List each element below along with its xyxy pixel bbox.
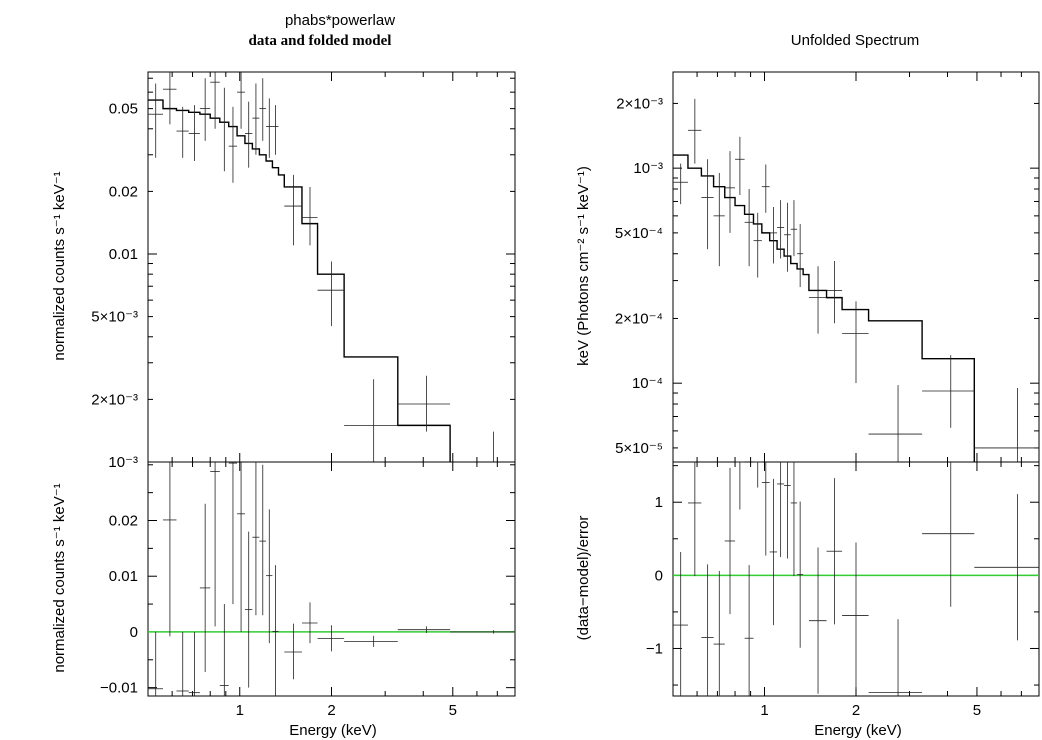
left-top-ytick-label: 0.01: [109, 246, 138, 263]
right-bottom-xtick-label: 5: [973, 702, 981, 719]
left-bottom-xtick-label: 1: [236, 702, 244, 719]
right-title: Unfolded Spectrum: [791, 32, 919, 49]
right-bottom-ytick-label: 0: [655, 567, 663, 584]
left-top-ytick-label: 0.05: [109, 101, 138, 118]
left-top-ylabel: normalized counts s⁻¹ keV⁻¹: [51, 171, 68, 360]
right-top-ytick-label: 10⁻⁴: [632, 375, 663, 392]
left-bottom-ytick-label: 0.01: [109, 568, 138, 585]
right-xlabel: Energy (keV): [814, 722, 902, 739]
left-bottom-xtick-label: 2: [327, 702, 335, 719]
left-bottom-ylabel: normalized counts s⁻¹ keV⁻¹: [51, 483, 68, 672]
right-top-ytick-label: 5×10⁻⁴: [615, 225, 663, 242]
left-bottom-ytick-label: 0.02: [109, 513, 138, 530]
left-top-panel: 0.05 0.02 0.01 5×10⁻³ 2×10⁻³ 10⁻³: [91, 71, 516, 471]
right-top-ytick-label: 2×10⁻³: [616, 95, 663, 112]
left-xlabel: Energy (keV): [289, 722, 377, 739]
left-top-model-line: [148, 99, 451, 462]
right-bottom-xtick-label: 2: [852, 702, 860, 719]
left-title-subtitle: data and folded model: [249, 33, 392, 49]
right-top-panel: 2×10⁻³ 10⁻³ 5×10⁻⁴ 2×10⁻⁴ 10⁻⁴ 5×10⁻⁵: [615, 71, 1040, 463]
right-bottom-ylabel: (data−model)/error: [575, 516, 592, 641]
left-bottom-xtick-label: 5: [449, 702, 457, 719]
right-bottom-ytick-label: 1: [655, 494, 663, 511]
right-top-ylabel: keV (Photons cm⁻² s⁻¹ keV⁻¹): [575, 166, 592, 366]
left-bottom-ytick-label: −0.01: [100, 680, 138, 697]
left-top-ytick-label: 5×10⁻³: [91, 309, 138, 326]
left-bottom-panel: 1 2 5 0.02 0.01 0 −0.01: [100, 461, 516, 719]
left-bottom-ytick-label: 0: [130, 624, 138, 641]
right-top-ytick-label: 5×10⁻⁵: [615, 440, 663, 457]
left-top-ytick-label: 2×10⁻³: [91, 391, 138, 408]
left-top-ytick-label: 0.02: [109, 183, 138, 200]
right-top-ytick-label: 10⁻³: [633, 160, 663, 177]
right-top-ytick-label: 2×10⁻⁴: [615, 310, 663, 327]
right-bottom-panel: 1 2 5 1 0 −1: [646, 461, 1040, 719]
left-title-model: phabs*powerlaw: [285, 12, 395, 29]
left-top-ytick-label: 10⁻³: [108, 454, 138, 471]
right-bottom-ytick-label: −1: [646, 640, 663, 657]
right-bottom-xtick-label: 1: [760, 702, 768, 719]
